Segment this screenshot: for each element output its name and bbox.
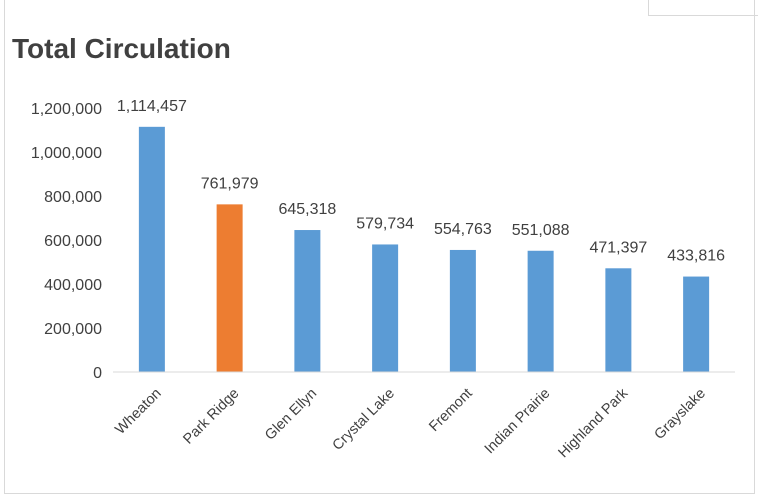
chart-frame — [4, 0, 755, 494]
x-tick-label: Crystal Lake — [330, 386, 398, 454]
y-tick-label: 800,000 — [44, 189, 102, 206]
data-label: 471,397 — [589, 239, 647, 256]
x-tick-label: Park Ridge — [180, 386, 242, 448]
data-label: 551,088 — [512, 222, 570, 239]
bar-series — [138, 126, 710, 372]
x-tick-label: Grayslake — [651, 386, 708, 443]
bar — [527, 250, 554, 372]
data-labels: 1,114,457 761,979 645,318 579,734 554,763 551… — [117, 98, 725, 265]
y-tick-label: 1,000,000 — [31, 145, 102, 162]
bar — [372, 244, 399, 372]
sheet-cell-edge — [648, 0, 758, 16]
data-label: 579,734 — [356, 215, 414, 232]
y-tick-label: 600,000 — [44, 233, 102, 250]
chart-title: Total Circulation — [12, 33, 231, 64]
bar — [216, 204, 243, 372]
bar — [605, 268, 632, 372]
y-tick-label: 400,000 — [44, 277, 102, 294]
data-label: 1,114,457 — [117, 98, 187, 115]
x-tick-label: Glen Ellyn — [262, 386, 320, 444]
data-label: 761,979 — [201, 175, 259, 192]
bar — [294, 230, 321, 372]
bar — [138, 126, 165, 372]
y-tick-label: 1,200,000 — [31, 101, 102, 118]
x-axis: Wheaton Park Ridge Glen Ellyn Crystal Lake F… — [112, 371, 735, 461]
data-label: 433,816 — [667, 248, 725, 265]
x-tick-label: Fremont — [426, 386, 475, 435]
bar — [683, 276, 710, 372]
y-axis: 0 200,000 400,000 600,000 800,000 1,000,000 1,… — [31, 101, 102, 382]
x-tick-label: Highland Park — [555, 385, 631, 461]
bar — [449, 249, 476, 372]
data-label: 645,318 — [278, 201, 336, 218]
x-tick-label: Indian Prairie — [482, 386, 554, 458]
y-tick-label: 200,000 — [44, 321, 102, 338]
y-tick-label: 0 — [93, 365, 102, 382]
data-label: 554,763 — [434, 221, 492, 238]
x-tick-label: Wheaton — [112, 386, 164, 438]
